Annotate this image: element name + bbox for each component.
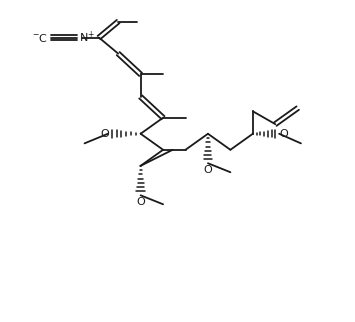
Text: O: O (136, 197, 145, 207)
Text: $^{-}$C: $^{-}$C (32, 32, 48, 43)
Text: N$^{+}$: N$^{+}$ (79, 29, 95, 44)
Text: O: O (100, 129, 109, 139)
Text: O: O (279, 129, 288, 139)
Text: O: O (203, 165, 212, 175)
